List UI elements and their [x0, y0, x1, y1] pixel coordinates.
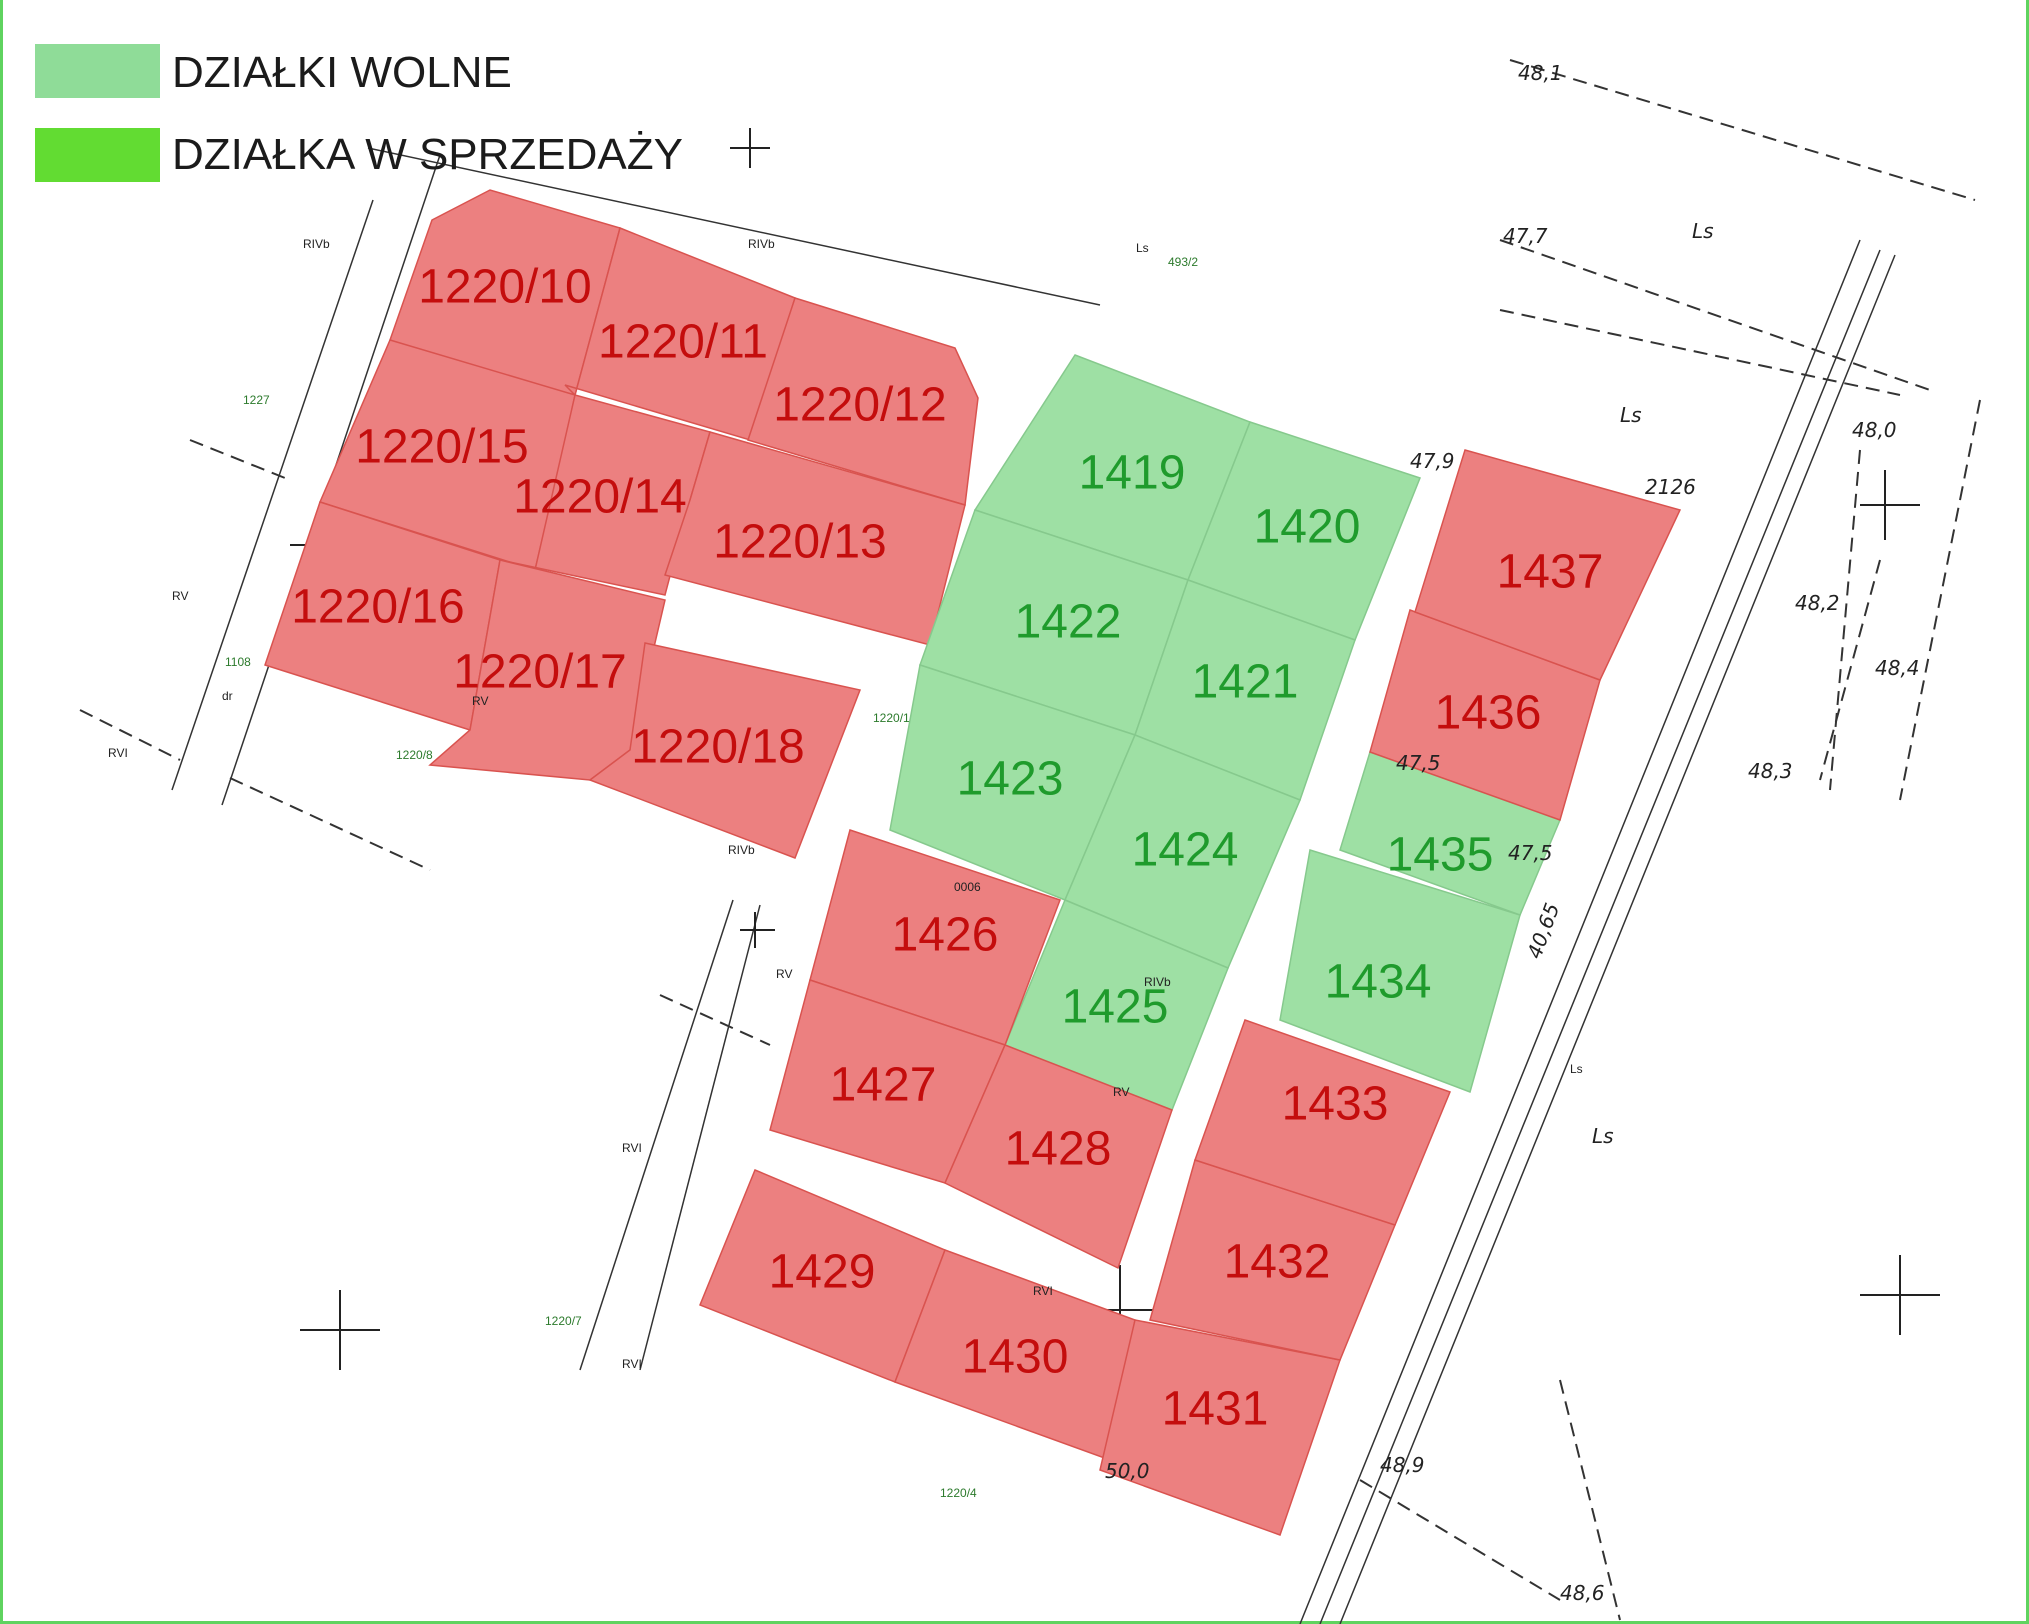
map-label-parcel-number: 493/2	[1168, 255, 1198, 269]
plot-1433-label: 1433	[1282, 1078, 1389, 1131]
map-label-elevation: 47,5	[1396, 751, 1441, 775]
plot-1220-14-label: 1220/14	[513, 471, 687, 524]
plot-1437-label: 1437	[1497, 546, 1604, 599]
survey-lines	[171, 147, 1896, 1624]
map-label-elevation: 48,9	[1380, 1453, 1425, 1477]
map-label-rvi: RVI	[622, 1357, 642, 1371]
plot-1433-area[interactable]	[1194, 1019, 1451, 1226]
plot-1220-10-label: 1220/10	[418, 261, 592, 314]
map-label-elevation: 48,0	[1852, 418, 1897, 442]
map-label-parcel-number: 1108	[225, 655, 251, 669]
map-label-number: 0006	[954, 880, 981, 894]
map-label-rivb: RIVb	[303, 237, 330, 251]
map-label-parcel-number: 2126	[1645, 475, 1696, 499]
map-label-elevation: 48,2	[1795, 591, 1840, 615]
map-label-elevation: 47,7	[1503, 224, 1548, 248]
plot-1220-11-area[interactable]	[564, 226, 796, 441]
map-label-parcel-number: 1220/8	[396, 748, 433, 762]
plot-1220-15-label: 1220/15	[355, 421, 529, 474]
map-annotations: RIVb RIVb Ls 493/2 1227 RV 1108 dr RVI 1…	[108, 61, 1920, 1605]
map-label-ls: Ls	[1592, 1124, 1614, 1148]
plot-1428-label: 1428	[1005, 1123, 1112, 1176]
map-label-elevation: 48,4	[1875, 656, 1920, 680]
map-label-rv: RV	[776, 967, 792, 981]
map-label-rivb: RIVb	[728, 843, 755, 857]
plot-1426-label: 1426	[892, 909, 999, 962]
plot-1220-18-area[interactable]	[588, 642, 862, 859]
plot-1220-12-label: 1220/12	[773, 379, 947, 432]
plot-1432-label: 1432	[1224, 1236, 1331, 1289]
plot-1437-area[interactable]	[1414, 449, 1682, 681]
frame-bottom-border	[0, 1621, 2029, 1624]
plot-1427-label: 1427	[830, 1059, 937, 1112]
map-label-rvi: RVI	[108, 746, 128, 760]
map-label-ls: Ls	[1570, 1062, 1583, 1076]
map-label-elevation: 48,3	[1748, 759, 1793, 783]
plot-1436-label: 1436	[1435, 687, 1542, 740]
dashed-contours	[79, 59, 1981, 1621]
map-label-parcel-number: 1220/4	[940, 1486, 977, 1500]
plot-1220-16-label: 1220/16	[291, 581, 465, 634]
map-label-length: 40,65	[1522, 900, 1564, 962]
map-label-ls: Ls	[1692, 219, 1714, 243]
map-label-elevation: 48,6	[1560, 1581, 1605, 1605]
map-label-parcel-number: 1220/7	[545, 1314, 582, 1328]
plot-1220-12-area[interactable]	[747, 297, 979, 506]
plot-1434-label: 1434	[1325, 956, 1432, 1009]
legend-swatch-free	[35, 44, 160, 98]
frame-right-border	[2026, 0, 2029, 1624]
plot-1429-label: 1429	[769, 1246, 876, 1299]
plot-1424-label: 1424	[1132, 824, 1239, 877]
map-label-rivb: RIVb	[748, 237, 775, 251]
plot-1431-label: 1431	[1162, 1383, 1269, 1436]
plot-1423-label: 1423	[957, 753, 1064, 806]
plot-1434-area[interactable]	[1279, 849, 1521, 1093]
plot-1220-13-area[interactable]	[664, 431, 966, 646]
map-label-parcel-number: 1227	[243, 393, 270, 407]
legend-label-free: DZIAŁKI WOLNE	[172, 48, 512, 97]
plot-1422-label: 1422	[1015, 596, 1122, 649]
map-label-ls: Ls	[1136, 241, 1149, 255]
map-label-rv: RV	[172, 589, 188, 603]
plot-1220-13-label: 1220/13	[713, 516, 887, 569]
plot-1220-17-label: 1220/17	[453, 646, 627, 699]
legend-swatch-for-sale	[35, 128, 160, 182]
map-label-rvi: RVI	[1033, 1284, 1053, 1298]
map-label-rivb: RIVb	[1144, 975, 1171, 989]
map-label-rv: RV	[1113, 1085, 1129, 1099]
map-label-dr: dr	[222, 689, 233, 703]
plot-1425-label: 1425	[1062, 981, 1169, 1034]
plot-1220-11-label: 1220/11	[598, 316, 768, 369]
map-label-elevation: 50,0	[1105, 1459, 1150, 1483]
map-label-rv: RV	[472, 694, 488, 708]
plot-1428-area[interactable]	[944, 1044, 1173, 1270]
map-label-elevation: 47,9	[1410, 449, 1455, 473]
map-label-elevation: 47,5	[1508, 841, 1553, 865]
map-label-rvi: RVI	[622, 1141, 642, 1155]
plot-1431-area[interactable]	[1099, 1319, 1341, 1536]
plot-1435-label: 1435	[1387, 829, 1494, 882]
frame-left-border	[0, 0, 3, 1624]
plot-1420-label: 1420	[1254, 501, 1361, 554]
map-label-parcel-number: 1220/1	[873, 711, 910, 725]
map-label-elevation: 48,1	[1518, 61, 1563, 85]
plot-1419-label: 1419	[1079, 447, 1186, 500]
survey-crosshairs	[290, 128, 1940, 1370]
plot-1421-label: 1421	[1192, 656, 1299, 709]
legend-label-for-sale: DZIAŁKA W SPRZEDAŻY	[172, 130, 683, 179]
map-label-ls: Ls	[1620, 403, 1642, 427]
plot-1220-18-label: 1220/18	[631, 721, 805, 774]
plot-1430-label: 1430	[962, 1331, 1069, 1384]
